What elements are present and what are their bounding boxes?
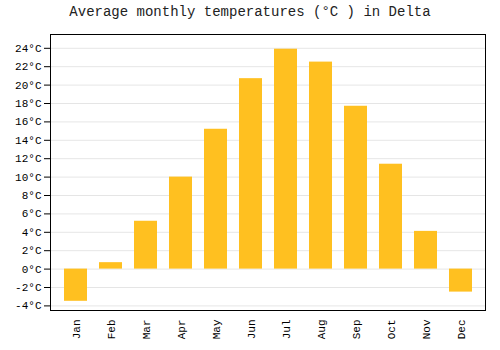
svg-text:12°C: 12°C [15, 153, 42, 165]
svg-text:8°C: 8°C [22, 190, 42, 202]
svg-text:Apr: Apr [176, 320, 188, 340]
svg-text:Dec: Dec [456, 320, 468, 340]
svg-text:10°C: 10°C [15, 172, 42, 184]
svg-text:Aug: Aug [316, 320, 328, 340]
svg-text:Oct: Oct [386, 320, 398, 340]
svg-text:Jan: Jan [71, 320, 83, 340]
svg-text:24°C: 24°C [15, 43, 42, 55]
svg-text:2°C: 2°C [22, 245, 42, 257]
svg-text:Sep: Sep [351, 320, 363, 340]
svg-text:Jun: Jun [246, 320, 258, 340]
svg-text:20°C: 20°C [15, 80, 42, 92]
html-text:Average monthly temperatures (: Average monthly temperatures (°C ) in De… [69, 4, 431, 20]
svg-text:Mar: Mar [141, 320, 153, 340]
svg-text:0°C: 0°C [22, 264, 42, 276]
svg-text:22°C: 22°C [15, 61, 42, 73]
svg-text:18°C: 18°C [15, 98, 42, 110]
svg-text:-2°C: -2°C [15, 282, 42, 294]
svg-text:Feb: Feb [106, 320, 118, 340]
svg-text:Nov: Nov [421, 319, 433, 339]
svg-text:May: May [211, 319, 223, 339]
svg-text:16°C: 16°C [15, 116, 42, 128]
svg-text:4°C: 4°C [22, 227, 42, 239]
svg-text:Jul: Jul [281, 320, 293, 340]
svg-text:14°C: 14°C [15, 135, 42, 147]
svg-text:-4°C: -4°C [15, 300, 42, 312]
svg-text:6°C: 6°C [22, 208, 42, 220]
